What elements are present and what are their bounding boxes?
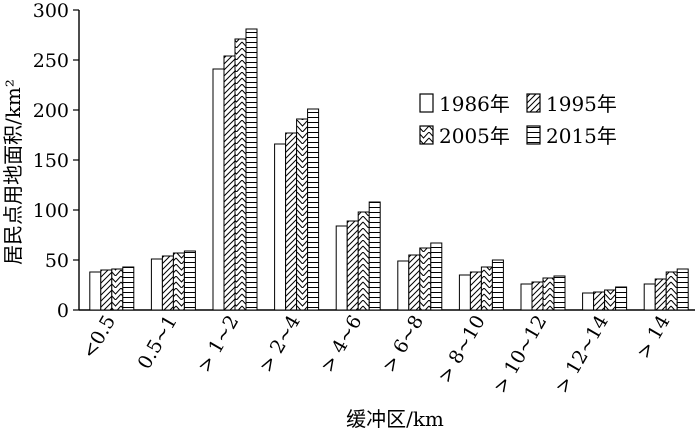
- bar-1995年-<0.5: [100, 269, 113, 311]
- bar-1986年-> 10~12: [520, 283, 533, 311]
- x-tick-label: > 12~14: [551, 312, 613, 398]
- legend-swatch-1986: [419, 93, 434, 113]
- bar-1995年-> 8~10: [469, 271, 482, 311]
- bar-1995年-> 1~2: [223, 55, 236, 311]
- bar-1986年-0.5~1: [150, 258, 163, 311]
- legend-swatch-1995: [526, 93, 541, 113]
- legend-label-2005: 2005年: [439, 124, 510, 148]
- bar-2015年-> 2~4: [307, 108, 320, 311]
- x-tick-label: > 6~8: [378, 312, 428, 377]
- bar-2005年-<0.5: [111, 268, 124, 311]
- y-tick-label: 100: [33, 200, 69, 222]
- bar-2015年-<0.5: [122, 266, 135, 311]
- bar-2015年-> 4~6: [368, 201, 381, 311]
- bar-2005年-0.5~1: [172, 252, 185, 311]
- bar-2005年-> 1~2: [234, 38, 247, 311]
- legend-label-1986: 1986年: [439, 92, 510, 116]
- bar-2005年-> 12~14: [604, 289, 617, 311]
- bar-2015年-> 8~10: [491, 259, 504, 311]
- bar-2015年-> 10~12: [553, 275, 566, 311]
- y-axis-title: 居民点用地面积/km²: [1, 79, 25, 265]
- x-tick-label: > 2~4: [255, 312, 305, 377]
- bar-1986年-> 8~10: [458, 274, 471, 311]
- y-tick-label: 300: [33, 0, 69, 22]
- y-tick-label: 0: [57, 300, 69, 322]
- bar-1995年-> 2~4: [285, 132, 298, 311]
- bar-2015年-0.5~1: [183, 250, 196, 311]
- x-axis-ticks: <0.5 0.5~1 > 1~2 > 2~4 > 4~6 > 6~8 > 8~10 > 10~…: [78, 312, 675, 398]
- y-tick-label: 150: [33, 150, 69, 172]
- bar-1986年-> 4~6: [335, 225, 348, 311]
- y-tick-label: 250: [33, 50, 69, 72]
- bar-2015年-> 12~14: [615, 286, 628, 311]
- y-tick-label: 50: [45, 250, 69, 272]
- bar-1986年-> 2~4: [274, 143, 287, 311]
- x-axis-title: 缓冲区/km: [346, 407, 444, 431]
- bar-1995年-> 6~8: [408, 254, 421, 311]
- bar-1986年-> 6~8: [397, 260, 410, 311]
- x-tick-label: > 8~10: [434, 312, 490, 387]
- bar-1995年-> 12~14: [593, 291, 606, 311]
- legend-swatch-2005: [419, 125, 434, 145]
- bar-2015年-> 1~2: [245, 28, 258, 311]
- x-tick-label: > 10~12: [489, 312, 551, 398]
- bar-1986年-<0.5: [89, 271, 102, 311]
- bar-1995年-> 4~6: [346, 220, 359, 311]
- legend-label-1995: 1995年: [546, 92, 617, 116]
- bar-2005年-> 8~10: [480, 266, 493, 311]
- legend: 1986年 1995年 2005年 2015年: [419, 92, 617, 148]
- bar-1995年-> 14: [654, 278, 667, 311]
- bars-group: [89, 28, 689, 311]
- bar-2005年-> 2~4: [296, 118, 309, 311]
- bar-2015年-> 14: [676, 268, 689, 311]
- bar-2005年-> 14: [665, 271, 678, 311]
- x-tick-label: <0.5: [78, 312, 120, 363]
- legend-label-2015: 2015年: [546, 124, 617, 148]
- legend-swatch-2015: [526, 125, 541, 145]
- x-tick-label: > 4~6: [316, 312, 366, 377]
- bar-2005年-> 4~6: [357, 211, 370, 311]
- bar-1995年-0.5~1: [161, 255, 174, 311]
- bar-1986年-> 12~14: [582, 292, 595, 311]
- bar-1986年-> 14: [643, 283, 656, 311]
- bar-2005年-> 6~8: [419, 247, 432, 311]
- bar-1986年-> 1~2: [212, 68, 225, 311]
- bar-1995年-> 10~12: [531, 281, 544, 311]
- y-tick-label: 200: [33, 100, 69, 122]
- bar-2015年-> 6~8: [430, 242, 443, 311]
- bar-2005年-> 10~12: [542, 277, 555, 311]
- y-axis-ticks: 0 50 100 150 200 250 300: [33, 0, 79, 322]
- x-tick-label: > 1~2: [193, 312, 243, 377]
- x-tick-label: > 14: [632, 312, 674, 363]
- x-tick-label: 0.5~1: [134, 312, 182, 373]
